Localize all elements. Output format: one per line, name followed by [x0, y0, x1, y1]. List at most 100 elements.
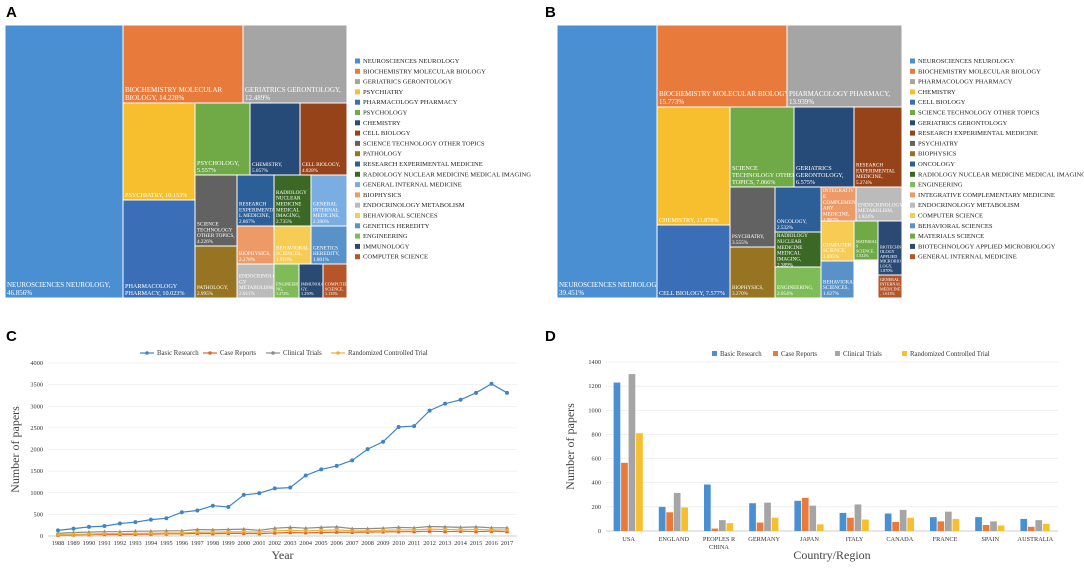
x-tick-label: 1998 — [207, 540, 220, 547]
treemap-label-endocrinology-metabolism: ENDOCRINOLO GY METABOLISM, 2.011% — [239, 274, 277, 297]
legend-label-immunology: IMMUNOLOGY — [363, 243, 410, 250]
x-tick-label: 2001 — [253, 540, 266, 547]
point-basic-research — [226, 505, 231, 510]
y-tick-label: 0 — [40, 533, 43, 540]
legend-label-geriatrics-gerontology: GERIATRICS GERONTOLOGY — [363, 79, 453, 86]
point-basic-research — [505, 390, 509, 395]
x-tick-label: 1993 — [129, 540, 142, 547]
bar-clinical-trials-france — [945, 511, 952, 531]
legend-swatch-neurosciences-neurology — [355, 58, 360, 64]
treemap-label-science-technology-other-topics: SCIENCE TECHNOLOGY OTHER TOPICS, 4.226% — [197, 222, 235, 245]
x-tick-label: 1989 — [67, 540, 80, 547]
point-case-reports — [319, 530, 323, 535]
legend-swatch-radiology-nuclear-medicine-medical-imaging — [355, 171, 360, 177]
y-tick-label: 1400 — [588, 359, 601, 366]
x-tick-label: 1994 — [145, 540, 158, 547]
point-basic-research — [489, 381, 494, 386]
y-tick-label: 2000 — [30, 447, 43, 454]
y-tick-label: 1500 — [30, 468, 43, 475]
treemap-label-biophysics: BIOPHYSICS, 3.270% — [732, 285, 764, 297]
bar-case-reports-peoples-r-china — [711, 528, 719, 531]
point-basic-research — [412, 424, 417, 429]
legend-label-randomized-controlled-trial: Randomized Controlled Trial — [910, 351, 990, 358]
legend-label-biotechnology-applied-microbiology: BIOTECHNOLOGY APPLIED MICROBIOLOGY — [918, 243, 1056, 250]
point-case-reports — [365, 530, 370, 534]
legend-label-chemistry: CHEMISTRY — [363, 120, 401, 127]
point-basic-research — [133, 520, 138, 525]
point-case-reports — [474, 529, 478, 534]
point-randomized-controlled-trial — [117, 531, 123, 536]
bar-clinical-trials-germany — [764, 502, 771, 531]
legend-swatch-engineering — [355, 233, 360, 239]
point-case-reports — [133, 532, 138, 536]
point-basic-research — [303, 473, 308, 478]
treemap-label-science-technology-other-topics: SCIENCE TECHNOLOGY OTHER TOPICS, 7.066% — [732, 165, 797, 186]
treemap-label-integrative-complementary-medicine: INTEGRATIV E COMPLEMENT ARY MEDICINE, 1.997% — [823, 188, 860, 223]
bar-clinical-trials-usa — [628, 374, 636, 531]
point-randomized-controlled-trial — [148, 530, 154, 536]
point-randomized-controlled-trial — [427, 526, 432, 532]
point-case-reports — [180, 532, 184, 536]
point-basic-research — [102, 524, 107, 529]
point-randomized-controlled-trial — [164, 530, 169, 536]
point-basic-research — [381, 439, 386, 444]
treemap-tile-engineering — [774, 266, 822, 299]
point-case-reports — [334, 530, 339, 534]
treemap-label-chemistry: CHEMISTRY, 11.878% — [659, 217, 719, 224]
legend-swatch-biophysics — [355, 192, 360, 198]
treemap-tile-endocrinology-metabolism — [236, 263, 275, 299]
y-axis-title: Number of papers — [8, 406, 22, 493]
panel-label-b: B — [545, 4, 556, 21]
x-tick-label: 2008 — [361, 540, 374, 547]
point-clinical-trials — [288, 525, 293, 530]
legend-label-radiology-nuclear-medicine-medical-imaging: RADIOLOGY NUCLEAR MEDICINE MEDICAL IMAGI… — [363, 171, 531, 178]
x-tick-label: 2015 — [470, 540, 483, 547]
x-tick-label: JAPAN — [800, 536, 819, 543]
legend-swatch-clinical-trials — [835, 351, 840, 356]
bar-randomized-controlled-trial-usa — [636, 433, 643, 531]
point-randomized-controlled-trial — [349, 528, 355, 534]
legend-swatch-science-technology-other-topics — [910, 110, 915, 115]
legend-label-basic-research: Basic Research — [157, 350, 199, 357]
legend-swatch-biophysics — [910, 151, 915, 157]
point-basic-research — [86, 524, 91, 529]
x-tick-label: 1995 — [160, 540, 173, 547]
bar-randomized-controlled-trial-peoples-r-china — [726, 523, 734, 531]
treemap-tile-engineering — [273, 263, 300, 299]
bar-case-reports-japan — [801, 497, 809, 531]
bar-basic-research-canada — [884, 513, 892, 531]
bar-basic-research-spain — [975, 517, 982, 531]
point-randomized-controlled-trial — [241, 529, 247, 535]
bar-randomized-controlled-trial-england — [681, 507, 688, 531]
point-case-reports — [211, 531, 215, 536]
legend-label-genetics-heredity: GENETICS HEREDITY — [363, 223, 430, 230]
x-tick-label: PEOPLES R CHINA — [703, 536, 736, 551]
bar-randomized-controlled-trial-australia — [1042, 523, 1050, 531]
x-tick-label: GERMANY — [748, 536, 780, 543]
treemap-tile-immunology — [298, 263, 324, 299]
legend-swatch-general-internal-medicine — [355, 182, 360, 188]
bar-randomized-controlled-trial-france — [952, 518, 960, 531]
bar-case-reports-canada — [892, 521, 899, 531]
legend-label-engineering: ENGINEERING — [363, 233, 408, 240]
treemap-label-cell-biology: CELL BIOLOGY, 7.577% — [659, 290, 725, 297]
legend-swatch-pharmacology-pharmacy — [355, 99, 360, 105]
legend-label-randomized-controlled-trial: Randomized Controlled Trial — [348, 350, 428, 357]
treemap-tile-general-internal-medicine — [877, 274, 903, 299]
legend-label-endocrinology-metabolism: ENDOCRINOLOGY METABOLISM — [363, 202, 465, 209]
y-tick-label: 400 — [592, 480, 601, 487]
legend-swatch-randomized-controlled-trial — [902, 351, 907, 356]
point-randomized-controlled-trial — [225, 529, 231, 535]
legend-label-pharmacology-pharmacy: PHARMACOLOGY PHARMACY — [363, 99, 458, 106]
legend-label-materials-science: MATERIALS SCIENCE — [918, 233, 984, 240]
legend-label-engineering: ENGINEERING — [918, 182, 963, 189]
legend-swatch-general-internal-medicine — [910, 254, 915, 260]
legend-label-science-technology-other-topics: SCIENCE TECHNOLOGY OTHER TOPICS — [918, 110, 1040, 117]
treemap-label-biotechnology-applied-microbiology: BIOTECHN OLOGY APPLIED MICROBIO LOGY, 1.870% — [880, 244, 901, 273]
x-tick-label: AUSTRALIA — [1018, 536, 1054, 543]
legend-label-psychiatry: PSYCHIATRY — [918, 140, 959, 147]
treemap-tile-biochemistry-molecular-biology — [122, 24, 244, 104]
x-tick-label: 2004 — [299, 540, 312, 547]
legend-swatch-cell-biology — [355, 130, 360, 136]
x-axis-title: Country/Region — [793, 548, 870, 562]
